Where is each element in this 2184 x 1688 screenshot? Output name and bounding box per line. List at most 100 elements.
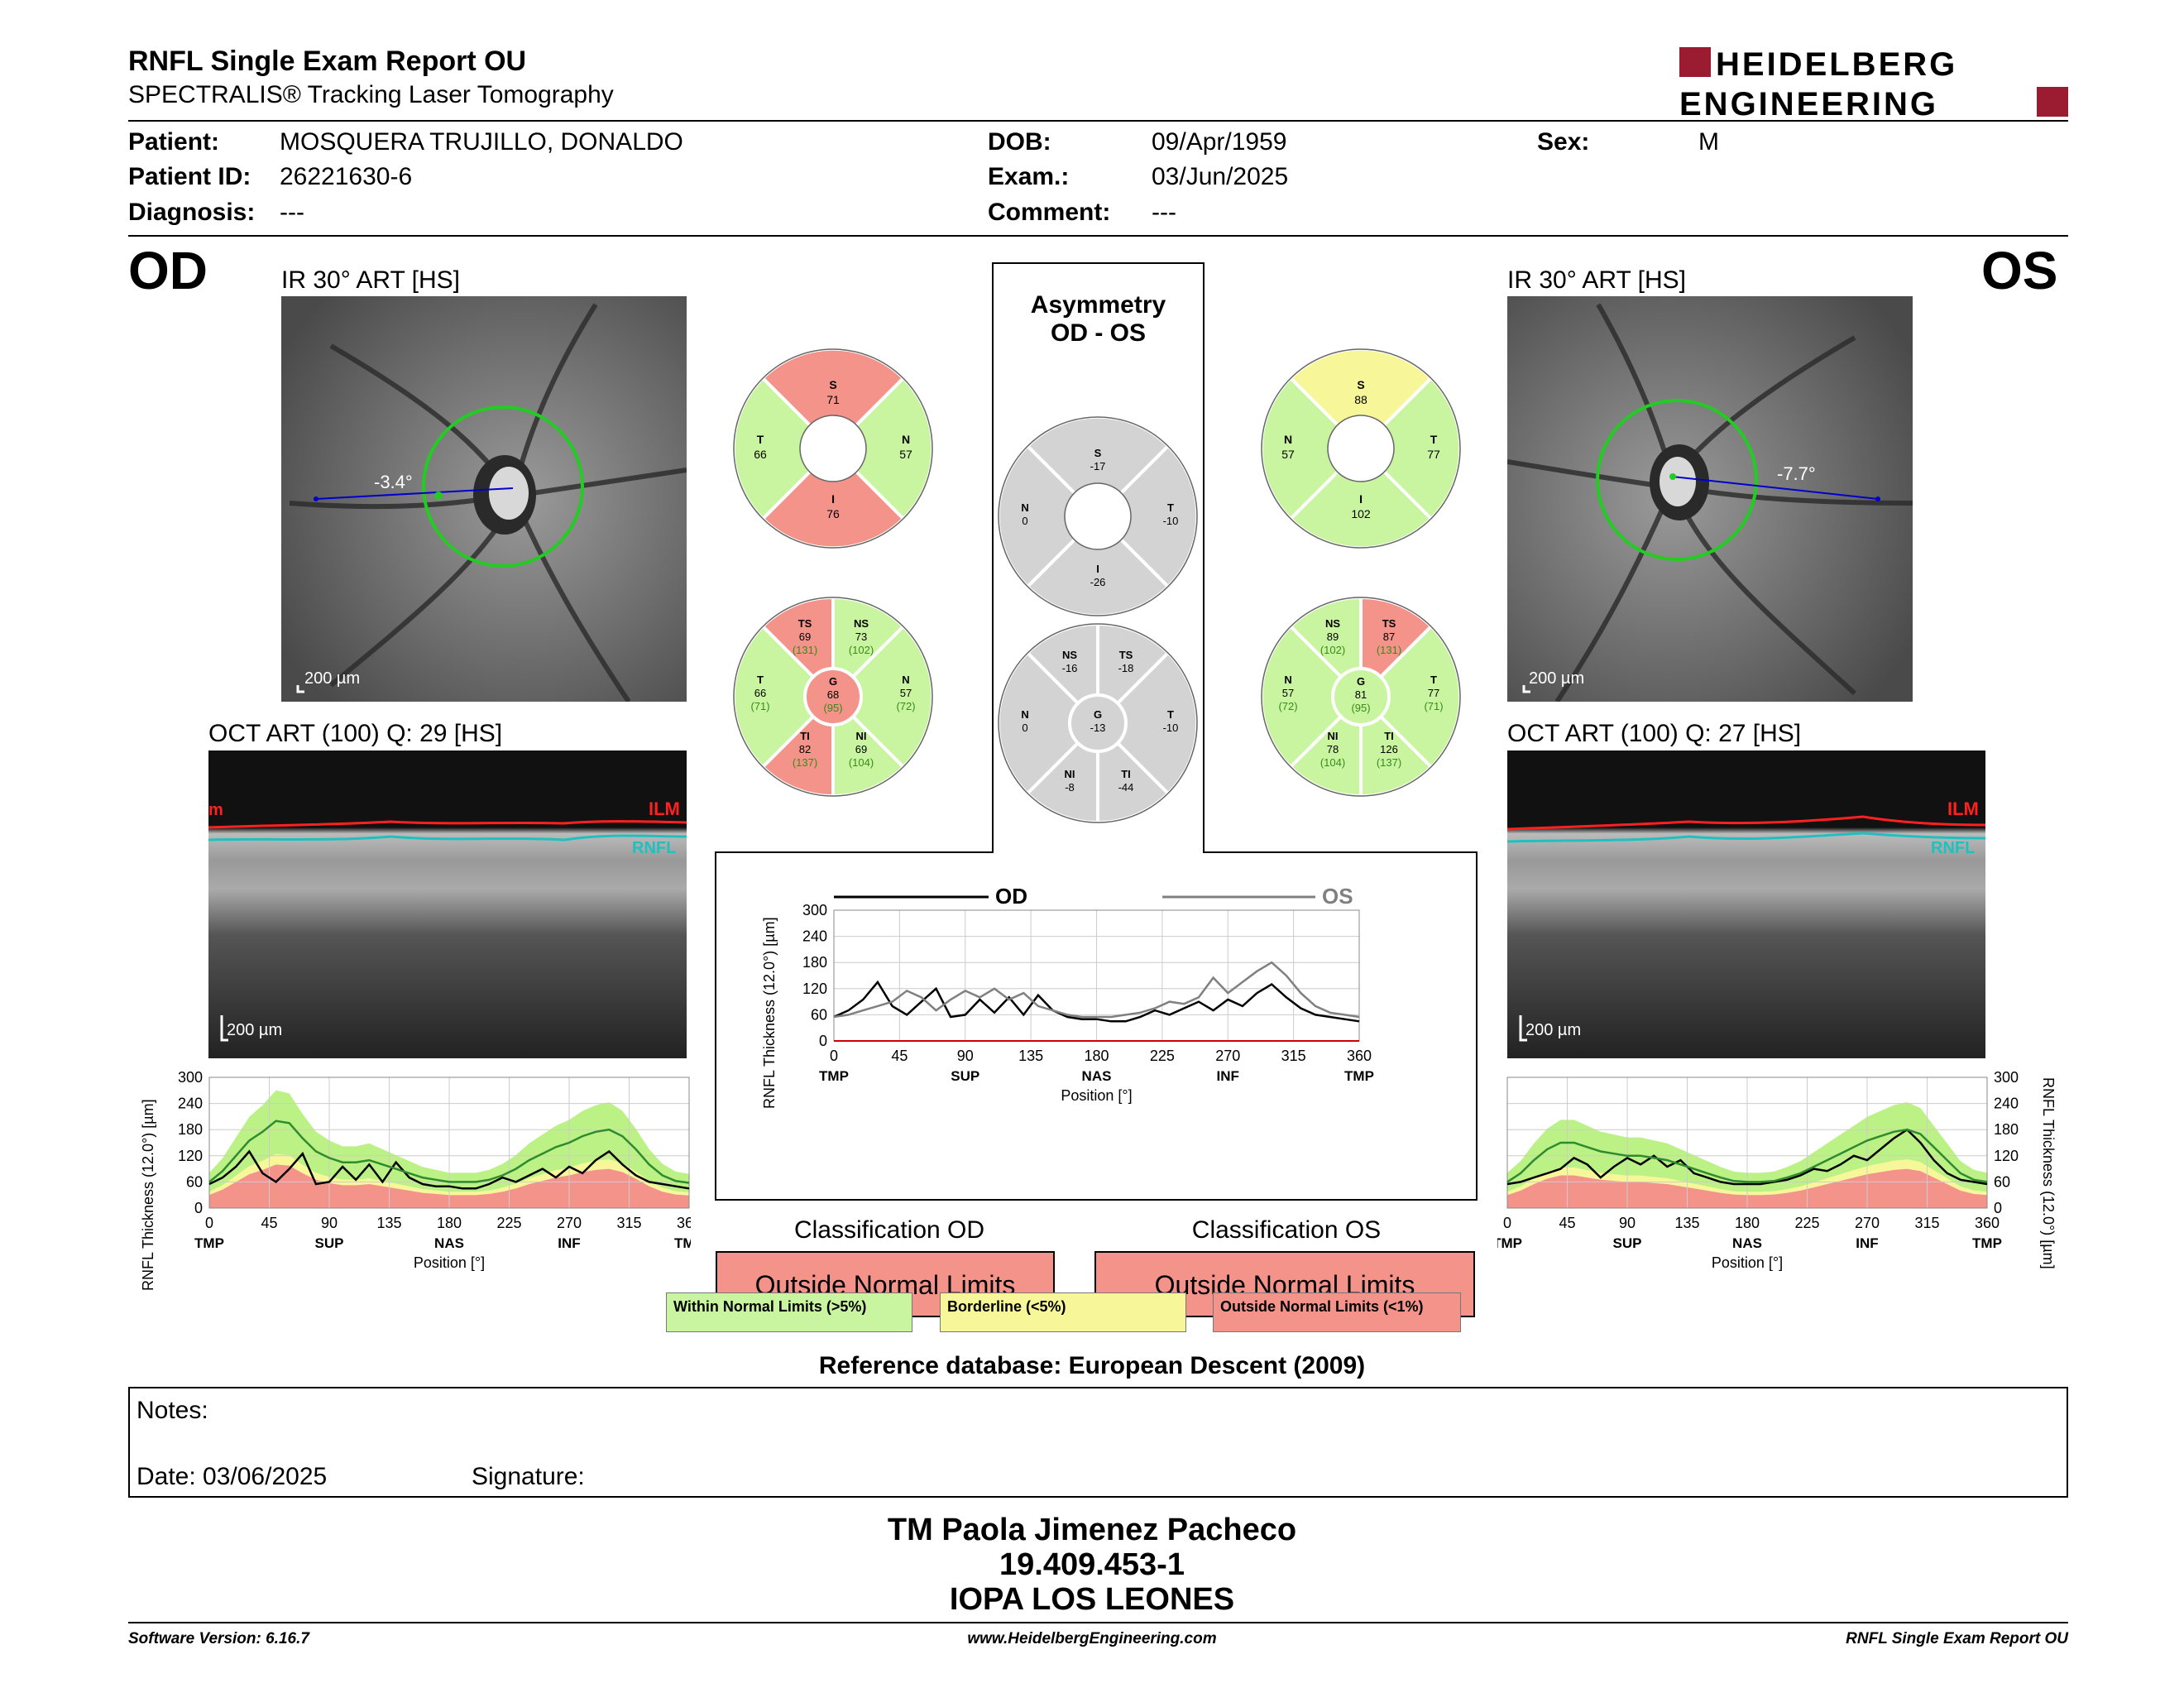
os-rnfl-label: RNFL (1931, 839, 1975, 857)
os-sec-ts-label: TS (1382, 617, 1396, 630)
x-tick-label: 270 (1215, 1048, 1240, 1064)
exam-value: 03/Jun/2025 (1152, 163, 1289, 190)
os-sec-ti-ref: (137) (1377, 756, 1401, 769)
series-1-line (208, 1120, 690, 1184)
od-fundus-scale: 200 µm (304, 669, 360, 688)
comment-value: --- (1152, 199, 1176, 226)
x-tick-label: 225 (1150, 1048, 1175, 1064)
os-sec-ni-label: NI (1328, 730, 1339, 742)
od-ilm-label: ILM (649, 798, 680, 819)
os-sec-g-value: 81 (1355, 688, 1367, 701)
x-tick-label: 180 (1084, 1048, 1109, 1064)
os-sec-g-ref: (95) (1351, 702, 1370, 714)
x-tick-label: 45 (1559, 1215, 1575, 1231)
od-sec-ns-label: NS (854, 617, 869, 630)
signer-id: 19.409.453-1 (999, 1547, 1185, 1582)
y-tick-label: 180 (1994, 1121, 2019, 1138)
od-sec-ts-value: 69 (799, 631, 811, 643)
y-tick-label: 120 (178, 1148, 203, 1164)
od-eye-label: OD (128, 241, 208, 300)
od-quad-i-value: 76 (826, 507, 840, 520)
asymmetry-title: Asymmetry OD - OS (993, 291, 1204, 348)
od-sec-t-ref: (71) (750, 700, 769, 712)
x-tick-label: 360 (1975, 1215, 2000, 1231)
asym-sec-ti-label: TI (1121, 768, 1131, 780)
od-sec-t-label: T (757, 674, 764, 686)
os-line (833, 961, 1360, 1019)
exam-label: Exam.: (988, 163, 1070, 190)
footer-report-name: RNFL Single Exam Report OU (1846, 1630, 2068, 1647)
asymmetry-frame (715, 262, 1478, 1201)
od-sector-wheel: TS 69 (131) NS 73 (102) T 66 (71) N 57 (… (731, 595, 935, 798)
od-sec-g (803, 667, 863, 727)
asym-sec-g (1068, 693, 1128, 753)
os-ilm-label: ILM (1947, 798, 1979, 819)
asym-sec-ni-label: NI (1065, 768, 1075, 780)
y-tick-label: 300 (178, 1069, 203, 1086)
os-quad-n-value: 57 (1281, 448, 1295, 461)
asymmetry-sector-wheel: NS -16 TS -18 N 0 T -10 NI -8 TI -44 G -… (996, 621, 1200, 825)
legend-borderline-label: Borderline (<5%) (947, 1298, 1066, 1315)
x-axis-label: Position [°] (1061, 1087, 1132, 1104)
asym-sec-g-label: G (1094, 708, 1102, 721)
x-category-label: TMP (1497, 1235, 1522, 1251)
od-sec-ti-ref: (137) (793, 756, 817, 769)
patient-id-value: 26221630-6 (280, 163, 413, 190)
od-ilm-partial: m (208, 801, 223, 819)
asym-sec-t-value: -10 (1163, 722, 1179, 734)
heidelberg-logo: HEIDELBERG ENGINEERING (1679, 46, 2068, 118)
os-sec-ns-value: 89 (1327, 631, 1339, 643)
os-oct-scale: 200 µm (1525, 1021, 1581, 1039)
x-tick-label: 315 (616, 1215, 641, 1231)
dob-value: 09/Apr/1959 (1152, 128, 1287, 156)
y-tick-label: 180 (178, 1121, 203, 1138)
x-category-label: NAS (1732, 1235, 1762, 1251)
patient-divider (128, 235, 2068, 237)
asym-profile-ylabel: RNFL Thickness (12.0°) [µm] (761, 917, 778, 1109)
od-fundus-image: -3.4° 200 µm (281, 296, 687, 702)
sex-value: M (1698, 128, 1719, 156)
os-quadrant-wheel: S 88 T 77 I 102 N 57 (1259, 347, 1463, 550)
x-category-label: SUP (315, 1235, 344, 1251)
os-quad-s-value: 88 (1354, 393, 1367, 406)
plot-frame (208, 1077, 690, 1209)
os-quad-i-value: 102 (1351, 507, 1371, 520)
od-sec-g-value: 68 (827, 688, 839, 701)
notes-box[interactable]: Notes: Date: 03/06/2025 Signature: (128, 1387, 2068, 1498)
x-category-label: SUP (1613, 1235, 1642, 1251)
legend-outside-label: Outside Normal Limits (<1%) (1220, 1298, 1424, 1315)
os-sec-t-value: 77 (1428, 687, 1439, 699)
comment-label: Comment: (988, 199, 1111, 226)
software-version: Software Version: 6.16.7 (128, 1630, 309, 1647)
website-link[interactable]: www.HeidelbergEngineering.com (967, 1630, 1217, 1647)
od-sec-n-label: N (902, 674, 909, 686)
od-sec-ni-value: 69 (855, 743, 867, 755)
x-tick-label: 135 (1674, 1215, 1699, 1231)
header-divider (128, 120, 2068, 122)
od-sec-ni-ref: (104) (849, 756, 874, 769)
x-tick-label: 360 (677, 1215, 691, 1231)
os-oct-bscan: ILM RNFL 200 µm (1507, 750, 1985, 1058)
asym-sec-ni-value: -8 (1065, 781, 1075, 794)
asym-sec-g-value: -13 (1090, 722, 1106, 734)
os-sec-ns-ref: (102) (1320, 644, 1345, 656)
y-tick-label: 60 (1994, 1173, 2010, 1190)
asym-quad-t-value: -10 (1163, 515, 1179, 527)
os-oct-caption: OCT ART (100) Q: 27 [HS] (1507, 720, 1802, 747)
series-1-line (1506, 1128, 1988, 1183)
od-rnfl-label: RNFL (632, 839, 676, 857)
classification-os-title: Classification OS (1191, 1216, 1382, 1244)
od-sec-n-ref: (72) (896, 700, 915, 712)
x-category-label: TMP (194, 1235, 224, 1251)
x-tick-label: 90 (321, 1215, 338, 1231)
x-tick-label: 135 (376, 1215, 401, 1231)
sex-label: Sex: (1537, 128, 1590, 156)
os-profile-chart: RNFL Thickness (12.0°) [µm] 0 60 120 180 240… (1497, 1069, 2057, 1271)
od-sec-ns-value: 73 (855, 631, 867, 643)
od-sec-t-value: 66 (754, 687, 766, 699)
reference-database: Reference database: European Descent (20… (818, 1352, 1366, 1379)
diagnosis-label: Diagnosis: (128, 199, 256, 226)
os-sec-t-ref: (71) (1424, 700, 1443, 712)
os-sec-ts-ref: (131) (1377, 644, 1401, 656)
x-category-label: TMP (1972, 1235, 2002, 1251)
